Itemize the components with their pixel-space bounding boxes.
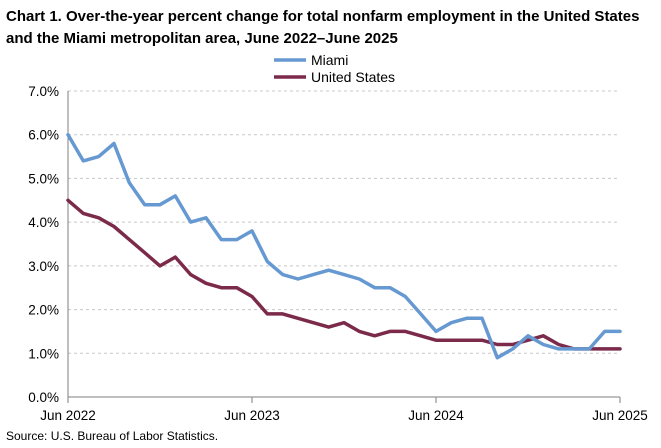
x-tick-label: Jun 2022 xyxy=(40,408,96,423)
y-tick-label: 3.0% xyxy=(28,259,59,274)
legend-label: Miami xyxy=(311,52,348,68)
x-tick-label: Jun 2025 xyxy=(592,408,648,423)
x-tick-label: Jun 2024 xyxy=(408,408,464,423)
series-line-united-states xyxy=(66,198,622,351)
y-tick-label: 1.0% xyxy=(28,346,59,361)
series-lines xyxy=(66,132,622,360)
gridlines xyxy=(68,90,620,354)
y-tick-label: 5.0% xyxy=(28,171,59,186)
chart-title: Chart 1. Over-the-year percent change fo… xyxy=(6,8,640,47)
legend-label: United States xyxy=(311,69,395,85)
axes: 0.0% 1.0% 2.0% 3.0% 4.0% 5.0% 6.0% 7.0% Jun 2022… xyxy=(28,84,648,423)
x-tick-label: Jun 2023 xyxy=(224,408,280,423)
y-tick-label: 6.0% xyxy=(28,128,59,143)
y-tick-label: 7.0% xyxy=(28,84,59,99)
source-note: Source: U.S. Bureau of Labor Statistics. xyxy=(6,429,219,443)
y-tick-label: 2.0% xyxy=(28,303,59,318)
series-line-miami xyxy=(66,132,622,360)
y-tick-label: 0.0% xyxy=(28,390,59,405)
y-tick-label: 4.0% xyxy=(28,215,59,230)
